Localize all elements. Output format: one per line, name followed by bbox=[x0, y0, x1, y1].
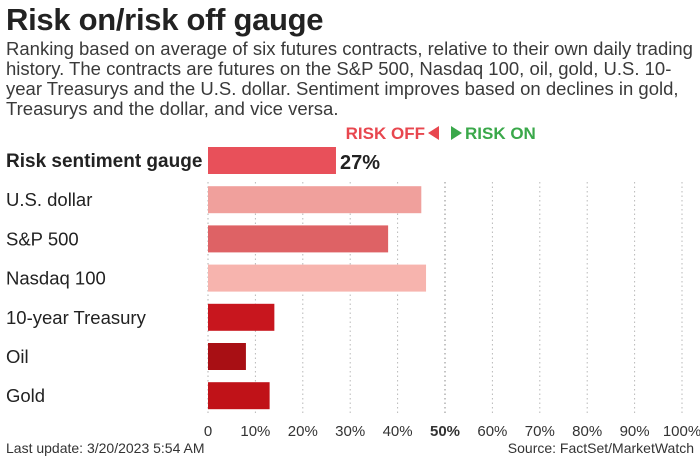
source-note: Source: FactSet/MarketWatch bbox=[507, 440, 694, 456]
bar-1 bbox=[208, 186, 422, 214]
x-tick-label-90: 90% bbox=[620, 423, 650, 440]
bar-5 bbox=[208, 343, 246, 370]
category-label-6: Gold bbox=[6, 385, 45, 406]
category-label-2: S&P 500 bbox=[6, 228, 79, 249]
risk-off-label: RISK OFF bbox=[346, 124, 425, 143]
bar-2 bbox=[208, 225, 389, 253]
x-tick-label-80: 80% bbox=[572, 423, 602, 440]
data-label-0: 27% bbox=[340, 152, 380, 174]
x-tick-label-30: 30% bbox=[335, 423, 365, 440]
x-tick-label-70: 70% bbox=[525, 423, 555, 440]
category-label-1: U.S. dollar bbox=[6, 189, 92, 210]
category-label-3: Nasdaq 100 bbox=[6, 268, 106, 289]
chart-subtitle: Ranking based on average of six futures … bbox=[6, 38, 693, 119]
chart-footer: Last update: 3/20/2023 5:54 AM Source: F… bbox=[6, 440, 694, 456]
x-tick-label-60: 60% bbox=[477, 423, 507, 440]
category-label-5: Oil bbox=[6, 346, 29, 367]
bar-6 bbox=[208, 382, 270, 410]
bar-0 bbox=[208, 147, 336, 174]
category-label-0: Risk sentiment gauge bbox=[6, 151, 202, 172]
category-label-4: 10-year Treasury bbox=[6, 307, 147, 328]
chart-title: Risk on/risk off gauge bbox=[6, 2, 324, 37]
bar-4 bbox=[208, 303, 275, 331]
last-update-note: Last update: 3/20/2023 5:54 AM bbox=[6, 440, 205, 456]
risk-on-arrow-icon bbox=[451, 126, 462, 140]
x-tick-label-50: 50% bbox=[430, 423, 460, 440]
x-tick-label-10: 10% bbox=[240, 423, 270, 440]
x-tick-label-40: 40% bbox=[383, 423, 413, 440]
risk-on-label: RISK ON bbox=[465, 124, 536, 143]
x-tick-label-20: 20% bbox=[288, 423, 318, 440]
x-tick-label-100: 100% bbox=[663, 423, 700, 440]
x-tick-label-0: 0 bbox=[204, 423, 212, 440]
risk-off-arrow-icon bbox=[428, 126, 439, 140]
bar-3 bbox=[208, 264, 427, 292]
